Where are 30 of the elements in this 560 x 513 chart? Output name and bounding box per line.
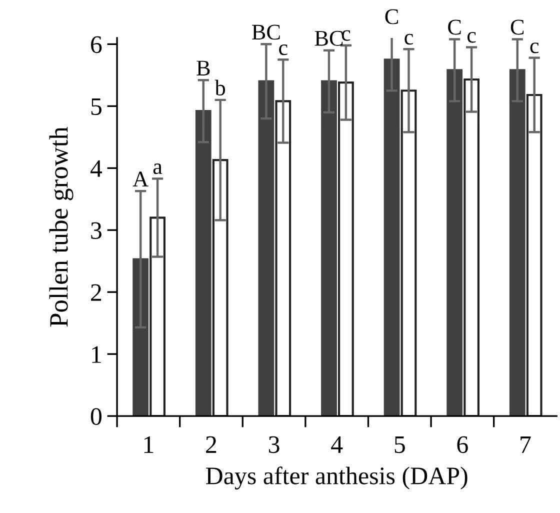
- annotation: c: [404, 34, 413, 45]
- annotation: A: [132, 172, 148, 186]
- y-tick-label: 3: [91, 222, 102, 240]
- annotation: BC: [314, 30, 343, 46]
- x-tick-label: 2: [206, 436, 216, 453]
- annotation: c: [530, 42, 539, 54]
- x-tick-label: 4: [331, 436, 343, 453]
- annotation: C: [385, 9, 398, 24]
- x-tick-label: 6: [457, 436, 468, 454]
- x-tick-label: 5: [394, 436, 405, 454]
- x-tick-label: 7: [520, 436, 531, 453]
- x-axis-title: Days after anthesis (DAP): [206, 466, 468, 490]
- annotation: BC: [252, 24, 280, 40]
- annotation: b: [214, 80, 226, 96]
- annotation: c: [342, 30, 350, 41]
- annotation: a: [153, 164, 162, 174]
- annotation: c: [279, 44, 288, 56]
- y-tick-label: 4: [90, 160, 102, 177]
- x-tick-label: 3: [268, 436, 280, 454]
- y-tick-label: 1: [92, 346, 101, 363]
- annotation: B: [196, 60, 210, 76]
- annotation: C: [448, 20, 461, 35]
- y-tick-label: 0: [90, 408, 102, 425]
- y-tick-label: 2: [91, 284, 102, 301]
- y-axis-title: Pollen tube growth: [49, 126, 74, 327]
- y-tick-label: 5: [91, 98, 102, 116]
- y-tick-label: 6: [91, 36, 102, 54]
- annotation: C: [510, 20, 524, 35]
- x-tick-label: 1: [144, 436, 154, 453]
- annotation: c: [467, 32, 476, 43]
